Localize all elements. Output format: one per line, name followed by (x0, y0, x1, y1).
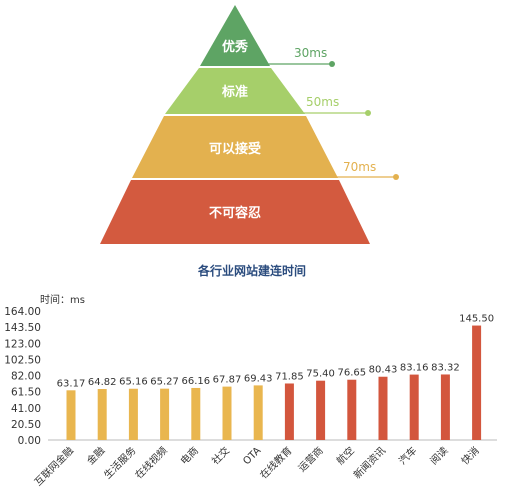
bar-chart: 各行业网站建连时间 时间：ms 164.00 143.50 123.00 102.50… (4, 263, 497, 488)
performance-pyramid: 优秀 标准 可以接受 不可容忍 30ms 50ms 70ms (100, 5, 399, 244)
y-tick-label: 123.00 (4, 338, 41, 350)
value-label: 65.16 (119, 377, 148, 388)
threshold-dot-70ms (393, 174, 399, 180)
x-tick-label: 社交 (209, 444, 232, 467)
bar-2 (97, 389, 107, 440)
y-tick-label: 61.50 (11, 387, 41, 399)
value-label: 67.87 (213, 375, 242, 386)
value-label: 83.16 (400, 363, 429, 374)
pyramid-level-standard (165, 68, 305, 114)
bar-6 (222, 386, 232, 440)
bar-10 (347, 379, 357, 440)
pyramid-label-excellent: 优秀 (222, 39, 249, 55)
value-label: 65.27 (150, 377, 179, 388)
bar-5 (191, 387, 201, 440)
threshold-label-30ms: 30ms (294, 46, 327, 60)
y-axis-label: 时间：ms (40, 293, 85, 306)
bar-12 (409, 374, 419, 440)
chart-title: 各行业网站建连时间 (197, 263, 306, 278)
value-label: 83.32 (431, 362, 460, 373)
y-tick-label: 164.00 (4, 306, 41, 318)
x-tick-label: 快消 (458, 444, 481, 467)
threshold-dot-30ms (329, 61, 335, 67)
threshold-marker-50ms: 50ms (296, 95, 371, 116)
value-label: 63.17 (57, 378, 86, 389)
x-tick-label: 金融 (84, 444, 107, 467)
bar-8 (284, 383, 294, 440)
pyramid-level-acceptable (132, 116, 338, 178)
value-label: 69.43 (244, 373, 273, 384)
pyramid-label-intolerable: 不可容忍 (209, 205, 261, 221)
bar-13 (440, 374, 450, 440)
bar-11 (378, 376, 388, 440)
value-label: 66.16 (181, 376, 210, 387)
x-tick-label: 运营商 (295, 444, 325, 474)
x-tick-label: 生活服务 (101, 444, 138, 481)
bars (66, 325, 482, 440)
y-tick-label: 0.00 (18, 435, 41, 447)
pyramid-level-excellent (200, 5, 270, 66)
value-label: 80.43 (369, 365, 398, 376)
x-tick-label: 电商 (178, 444, 201, 467)
pyramid-label-standard: 标准 (221, 84, 248, 100)
y-tick-label: 82.00 (11, 371, 41, 383)
value-label: 76.65 (337, 368, 366, 379)
value-label: 71.85 (275, 371, 304, 382)
bar-14 (472, 325, 482, 440)
threshold-label-70ms: 70ms (343, 160, 376, 174)
threshold-label-50ms: 50ms (306, 95, 339, 109)
y-tick-label: 143.50 (4, 322, 41, 334)
bar-7 (253, 385, 263, 440)
bar-1 (66, 390, 76, 440)
pyramid-level-intolerable (100, 180, 370, 244)
x-tick-label: 互联网金融 (32, 444, 77, 489)
bar-3 (128, 388, 138, 440)
bar-4 (160, 388, 170, 440)
pyramid-label-acceptable: 可以接受 (209, 141, 261, 157)
threshold-marker-30ms: 30ms (263, 46, 335, 67)
y-tick-label: 102.50 (4, 354, 41, 366)
threshold-marker-70ms: 70ms (332, 160, 399, 180)
bar-9 (316, 380, 326, 440)
x-tick-label: 阅读 (427, 444, 450, 467)
threshold-dot-50ms (365, 110, 371, 116)
x-tick-label: OTA (241, 445, 263, 467)
y-tick-label: 20.50 (11, 419, 41, 431)
x-axis-labels: 互联网金融 金融生活服务在线视频 电商 社交 OTA在线教育 运营商 航空新闻资讯 汽车 阅读快… (32, 444, 482, 489)
x-tick-label: 在线教育 (257, 444, 294, 481)
y-tick-label: 41.00 (11, 403, 41, 415)
x-tick-label: 新闻资讯 (351, 444, 388, 481)
x-tick-label: 汽车 (396, 444, 419, 467)
value-label: 75.40 (306, 369, 335, 380)
value-labels: 63.17 64.82 65.16 65.27 66.16 67.87 69.43 71.85… (57, 314, 494, 390)
value-label: 64.82 (88, 377, 117, 388)
y-axis-ticks: 164.00 143.50 123.00 102.50 82.00 61.50 41.00 2… (4, 306, 41, 447)
x-tick-label: 在线视频 (132, 444, 169, 481)
x-tick-label: 航空 (334, 444, 357, 467)
value-label: 145.50 (459, 314, 494, 325)
